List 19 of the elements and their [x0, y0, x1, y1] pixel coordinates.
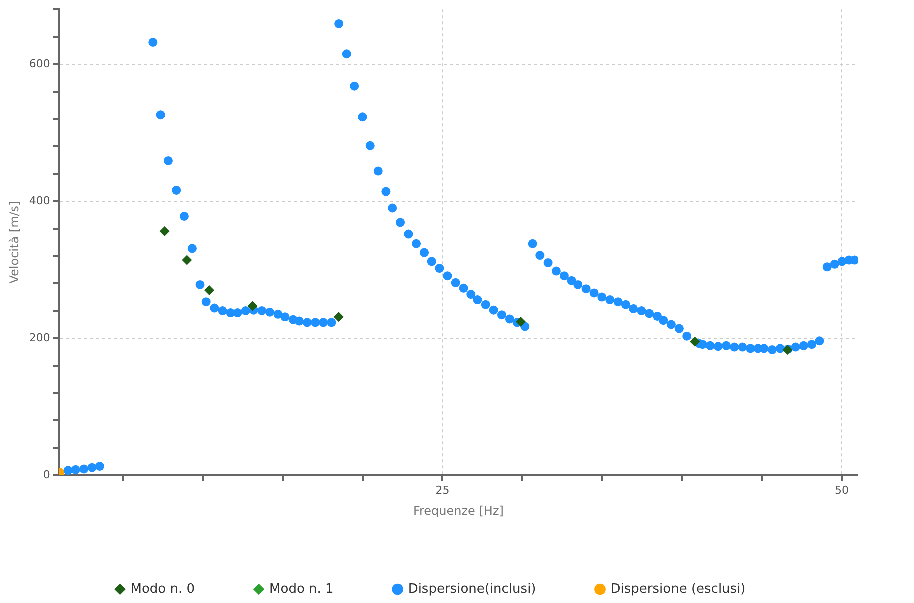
y-tick-label: 600	[29, 57, 50, 70]
point	[516, 316, 526, 327]
legend-label: Dispersione(inclusi)	[408, 582, 536, 597]
y-tick-label: 200	[29, 331, 50, 344]
y-axis-title: Velocità [m/s]	[7, 201, 22, 284]
point	[334, 312, 344, 322]
legend-label: Dispersione (esclusi)	[610, 582, 746, 597]
legend-label: Modo n. 1	[270, 582, 334, 597]
legend-label: Modo n. 0	[130, 582, 196, 597]
point	[160, 226, 170, 237]
y-tick-label: 400	[29, 194, 50, 208]
point	[690, 336, 700, 347]
point	[182, 255, 192, 266]
x-tick-label: 50	[835, 484, 850, 497]
point	[248, 301, 258, 312]
x-tick-label: 25	[436, 484, 450, 497]
y-tick-label: 0	[43, 468, 50, 482]
point	[204, 285, 215, 296]
x-axis-title: Frequenze [Hz]	[413, 504, 504, 518]
